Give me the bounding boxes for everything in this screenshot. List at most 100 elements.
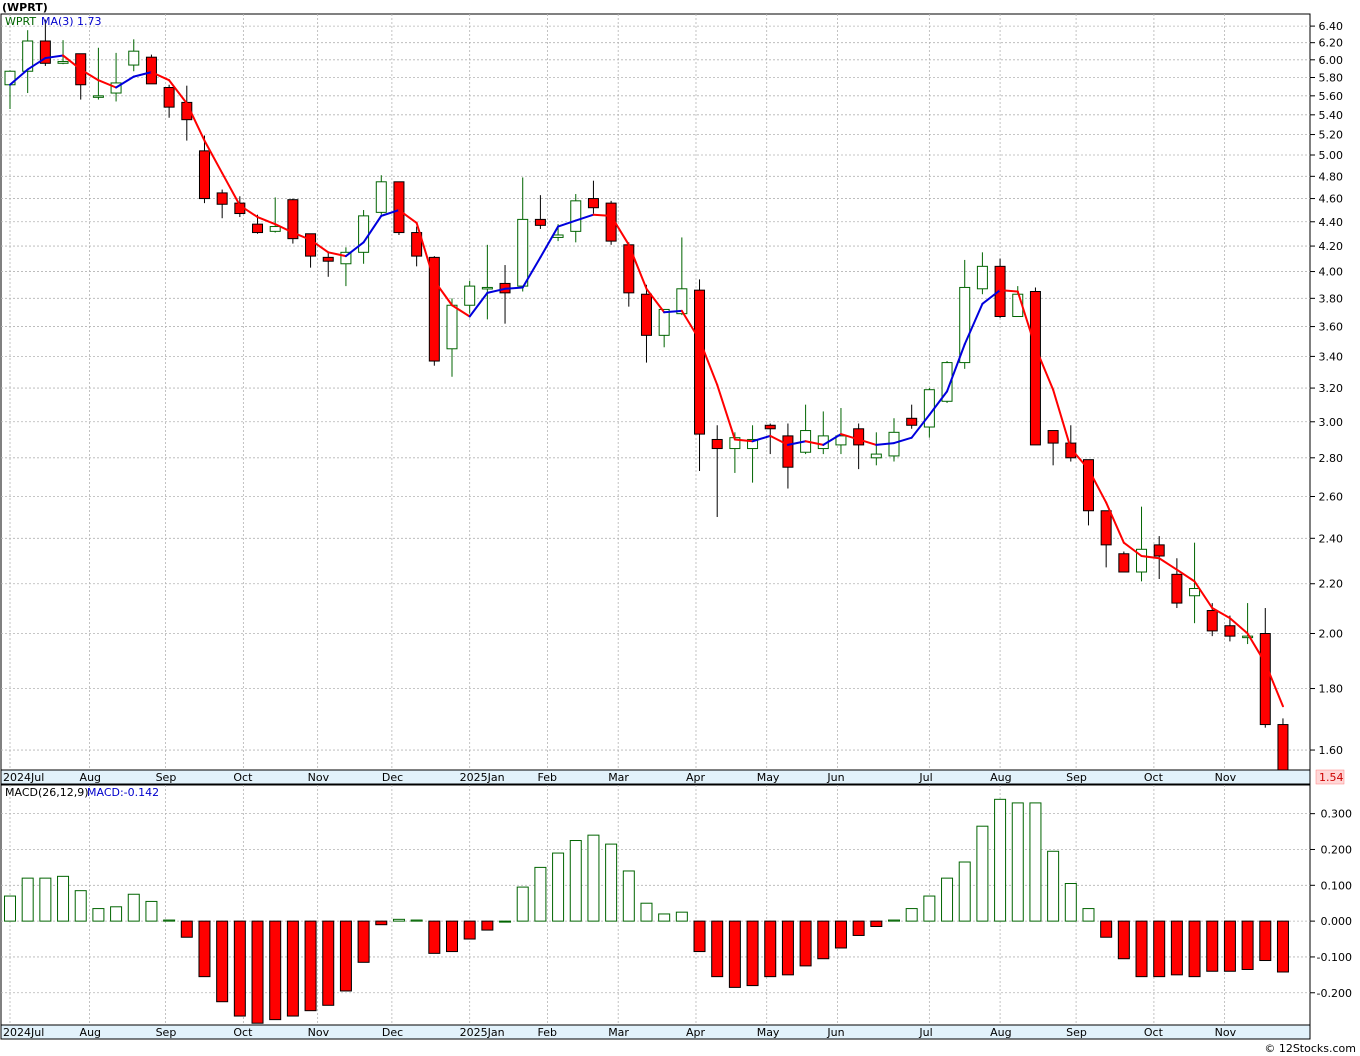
macd-bar-negative xyxy=(1188,920,1201,978)
candle-down xyxy=(145,56,157,85)
macd-bar-positive xyxy=(534,866,547,922)
macd-bar-negative xyxy=(1259,920,1272,962)
macd-bar-negative xyxy=(746,920,759,987)
candle-down xyxy=(305,233,317,257)
ma-segment xyxy=(751,434,772,443)
macd-bar-positive xyxy=(658,913,671,922)
price-tick-label: 3.80 xyxy=(1319,292,1344,305)
price-tick-label: 1.60 xyxy=(1319,744,1344,757)
ma-segment xyxy=(592,213,613,217)
ma-segment xyxy=(1034,346,1055,391)
ma-segment xyxy=(238,204,259,219)
x-axis-band-top xyxy=(0,769,1311,785)
price-tick-label: 5.40 xyxy=(1319,109,1344,122)
candle-down xyxy=(534,218,546,226)
x-axis-label: Sep xyxy=(1066,771,1087,784)
macd-bar-negative xyxy=(251,920,264,1024)
ma-segment xyxy=(893,436,913,445)
macd-bar-negative xyxy=(817,920,830,960)
ma-segment xyxy=(680,309,701,341)
ma-segment xyxy=(557,219,577,228)
macd-bar-positive xyxy=(605,843,618,922)
price-tick-label: 6.40 xyxy=(1319,20,1344,33)
legend-ma-value: 1.73 xyxy=(77,15,102,28)
candle-down xyxy=(1118,553,1130,573)
candle-up xyxy=(941,362,953,402)
x-axis-label: Aug xyxy=(990,1026,1011,1039)
candle-up xyxy=(358,215,370,253)
ma-segment xyxy=(1105,501,1125,544)
ma-segment xyxy=(1069,447,1090,471)
x-axis-label: 2025Jan xyxy=(460,771,505,784)
ma-segment xyxy=(97,79,118,89)
candle-up xyxy=(976,265,988,290)
candle-down xyxy=(782,435,794,468)
candle-down xyxy=(411,232,423,257)
price-tick-label: 4.40 xyxy=(1319,216,1344,229)
candle-up xyxy=(92,95,104,98)
candle-down xyxy=(640,293,652,336)
x-axis-label: Mar xyxy=(608,1026,629,1039)
x-axis-label: Oct xyxy=(1144,1026,1164,1039)
ma-segment xyxy=(185,102,206,142)
candle-down xyxy=(1029,291,1041,446)
ma-segment xyxy=(910,413,931,439)
ma-segment xyxy=(733,438,754,443)
x-axis-band-bottom xyxy=(0,1024,1311,1040)
ma-segment xyxy=(362,214,383,244)
macd-bar-negative xyxy=(463,920,476,940)
ma-segment xyxy=(256,216,277,226)
ma-segment xyxy=(1228,617,1249,635)
ma-segment xyxy=(539,225,560,259)
ma-segment xyxy=(521,256,542,289)
candle-up xyxy=(747,438,759,450)
macd-bar-negative xyxy=(339,920,352,992)
macd-tick-label: 0.200 xyxy=(1321,843,1353,856)
ma-segment xyxy=(769,434,789,446)
candle-up xyxy=(959,286,971,364)
x-axis-label: Dec xyxy=(382,771,403,784)
x-axis-label: Nov xyxy=(308,1026,330,1039)
ma-segment xyxy=(875,442,895,446)
ma-segment xyxy=(610,214,630,246)
candle-up xyxy=(446,304,458,350)
macd-bar-positive xyxy=(1064,883,1077,922)
macd-bar-positive xyxy=(675,911,688,922)
ma-segment xyxy=(1140,555,1161,560)
ma-segment xyxy=(1193,580,1214,610)
price-panel xyxy=(0,13,1311,771)
candle-up xyxy=(835,435,847,446)
ma-segment xyxy=(1016,290,1037,349)
candle-down xyxy=(764,424,776,430)
macd-bar-positive xyxy=(905,908,918,922)
candle-up xyxy=(57,61,69,64)
ma-segment xyxy=(716,383,736,441)
price-tick-label: 3.60 xyxy=(1319,321,1344,334)
ma-segment xyxy=(132,71,153,78)
x-axis-label: Oct xyxy=(1144,771,1164,784)
ma-segment xyxy=(150,71,171,82)
candle-down xyxy=(994,265,1006,318)
candle-up xyxy=(1189,588,1201,597)
ma-segment xyxy=(327,251,347,258)
macd-bar-negative xyxy=(781,920,794,976)
candle-down xyxy=(605,202,617,242)
macd-bar-negative xyxy=(375,920,388,926)
candle-up xyxy=(870,453,882,459)
x-axis-label: Nov xyxy=(308,771,330,784)
macd-panel xyxy=(0,784,1311,1026)
x-axis-label: Feb xyxy=(537,1026,556,1039)
legend-symbol: WPRT xyxy=(5,15,36,28)
macd-bar-positive xyxy=(1047,850,1060,922)
macd-bar-negative xyxy=(1206,920,1219,972)
macd-bar-positive xyxy=(552,852,565,922)
macd-bar-positive xyxy=(4,895,16,922)
moving-average-line xyxy=(9,54,1284,708)
ma-segment xyxy=(433,279,453,307)
candle-down xyxy=(1206,610,1218,632)
macd-bar-positive xyxy=(110,906,123,922)
price-tick-label: 5.80 xyxy=(1319,72,1344,85)
ma-segment xyxy=(9,68,29,86)
price-grid xyxy=(1,14,1310,770)
